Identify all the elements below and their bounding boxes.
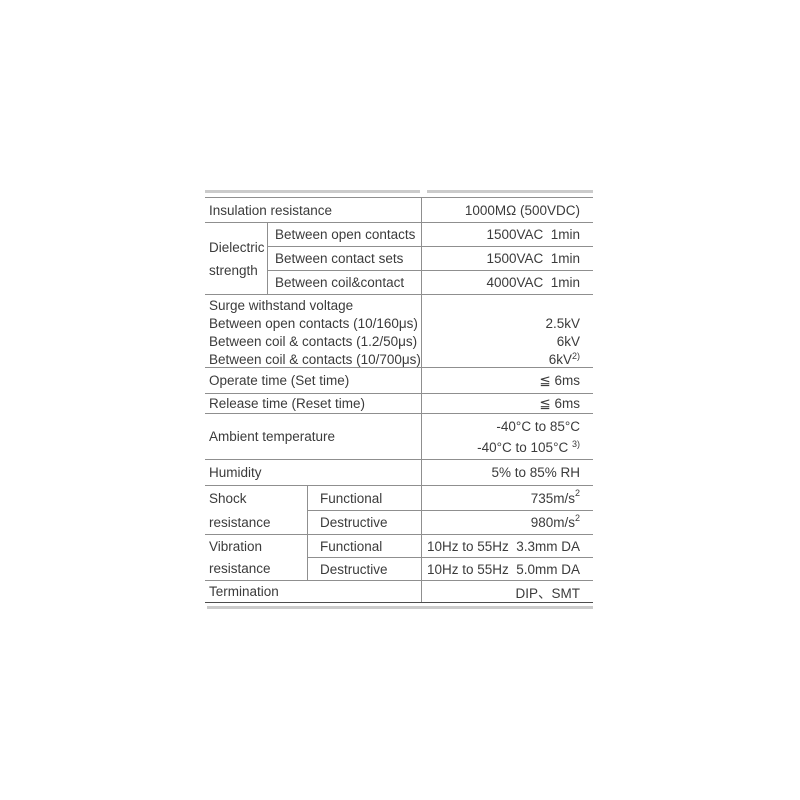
row-value: 1500VAC 1min — [421, 223, 593, 246]
surge-values: 2.5kV 6kV 6kV2) — [421, 295, 593, 367]
dielectric-label-line1: Dielectric — [209, 239, 265, 255]
dielectric-value-2: 4000VAC 1min — [486, 275, 580, 290]
surge-value-2-superscript: 2) — [571, 351, 580, 361]
table-row: Functional 10Hz to 55Hz 3.3mm DA — [308, 535, 593, 558]
insulation-value-text: 1000MΩ (500VDC) — [464, 202, 580, 218]
row-operate-time: Operate time (Set time) ≦ 6ms — [205, 368, 593, 394]
row-label: Ambient temperature — [209, 429, 336, 444]
surge-label-0: Between open contacts (10/160μs) — [209, 316, 418, 331]
operate-time-value: ≦ 6ms — [539, 372, 580, 388]
row-value: DIP、SMT — [421, 581, 593, 602]
group-vibration-resistance: Vibration resistance Functional 10Hz to … — [205, 535, 593, 581]
ambient-value-line1: -40°C to 85°C — [496, 418, 580, 434]
surge-labels: Surge withstand voltage Between open con… — [205, 295, 421, 367]
row-value: 1000MΩ (500VDC) — [421, 198, 593, 222]
row-label: Destructive — [320, 561, 388, 577]
humidity-value: 5% to 85% RH — [491, 465, 580, 480]
vibration-value-0: 10Hz to 55Hz 3.3mm DA — [426, 538, 580, 554]
surge-label-1: Between coil & contacts (1.2/50μs) — [209, 334, 418, 349]
vibration-label-line2: resistance — [209, 561, 271, 577]
row-ambient-temperature: Ambient temperature -40°C to 85°C -40°C … — [205, 414, 593, 460]
dielectric-value-1: 1500VAC 1min — [486, 251, 580, 266]
vibration-label-line1: Vibration — [209, 538, 263, 554]
top-rule-right-segment — [427, 190, 593, 193]
row-value: 4000VAC 1min — [421, 271, 593, 294]
row-label: Operate time (Set time) — [209, 373, 350, 388]
surge-label-2: Between coil & contacts (10/700μs) — [209, 352, 421, 367]
row-value: 5% to 85% RH — [421, 460, 593, 485]
row-value: 980m/s 2 — [421, 511, 593, 534]
spec-table-region: Insulation resistance 1000MΩ (500VDC) Di… — [205, 190, 593, 609]
bottom-partial-rule — [207, 606, 593, 609]
table-row: Destructive 10Hz to 55Hz 5.0mm DA — [308, 558, 593, 580]
top-rule-gap — [420, 190, 427, 193]
release-time-value: ≦ 6ms — [539, 395, 580, 411]
row-label: Humidity — [209, 465, 262, 480]
table-row: Between contact sets 1500VAC 1min — [268, 247, 593, 271]
top-partial-rule — [205, 190, 593, 193]
surge-title: Surge withstand voltage — [209, 298, 354, 313]
row-label: Termination — [209, 584, 279, 599]
shock-group-label: Shock resistance — [205, 486, 308, 534]
row-humidity: Humidity 5% to 85% RH — [205, 460, 593, 486]
dielectric-group-label: Dielectric strength — [205, 223, 268, 294]
dielectric-subrows: Between open contacts 1500VAC 1min Betwe… — [268, 223, 593, 294]
dielectric-label-line2: strength — [209, 262, 258, 278]
row-value: 10Hz to 55Hz 3.3mm DA — [421, 535, 593, 557]
spec-table: Insulation resistance 1000MΩ (500VDC) Di… — [205, 197, 593, 603]
top-rule-left-segment — [205, 190, 420, 193]
row-release-time: Release time (Reset time) ≦ 6ms — [205, 394, 593, 414]
row-label: Functional — [320, 538, 383, 554]
row-label: Between open contacts — [275, 227, 416, 242]
row-value: ≦ 6ms — [421, 394, 593, 413]
ambient-value-line2: -40°C to 105°C 3) — [477, 438, 580, 455]
row-label: Between coil&contact — [275, 275, 405, 290]
termination-value: DIP、SMT — [515, 585, 580, 601]
shock-subrows: Functional 735m/s 2 Destructive 980m/s 2 — [308, 486, 593, 534]
row-label: Functional — [320, 490, 383, 506]
row-surge-withstand-voltage: Surge withstand voltage Between open con… — [205, 295, 593, 368]
surge-value-0: 2.5kV — [545, 316, 580, 331]
surge-value-2: 6kV2) — [548, 351, 580, 368]
dielectric-value-0: 1500VAC 1min — [486, 227, 580, 242]
table-row: Destructive 980m/s 2 — [308, 511, 593, 534]
row-label: Release time (Reset time) — [209, 396, 366, 411]
shock-label-line2: resistance — [209, 514, 271, 530]
group-shock-resistance: Shock resistance Functional 735m/s 2 Dest… — [205, 486, 593, 535]
row-value: 10Hz to 55Hz 5.0mm DA — [421, 558, 593, 580]
vibration-subrows: Functional 10Hz to 55Hz 3.3mm DA Destruc… — [308, 535, 593, 580]
row-insulation-resistance: Insulation resistance 1000MΩ (500VDC) — [205, 198, 593, 223]
row-termination: Termination DIP、SMT — [205, 581, 593, 603]
table-row: Between coil&contact 4000VAC 1min — [268, 271, 593, 294]
group-dielectric-strength: Dielectric strength Between open contact… — [205, 223, 593, 295]
vibration-group-label: Vibration resistance — [205, 535, 308, 580]
table-row: Between open contacts 1500VAC 1min — [268, 223, 593, 247]
row-label: Destructive — [320, 515, 388, 530]
ambient-value-superscript: 3) — [571, 438, 580, 449]
shock-label-line1: Shock — [209, 490, 247, 506]
table-row: Functional 735m/s 2 — [308, 486, 593, 511]
row-label: Between contact sets — [275, 251, 404, 266]
vibration-value-1: 10Hz to 55Hz 5.0mm DA — [426, 561, 580, 577]
row-label: Insulation resistance — [209, 202, 333, 218]
row-value: 1500VAC 1min — [421, 247, 593, 270]
row-value: ≦ 6ms — [421, 368, 593, 393]
surge-value-1: 6kV — [556, 334, 580, 349]
ambient-values: -40°C to 85°C -40°C to 105°C 3) — [421, 414, 593, 459]
row-value: 735m/s 2 — [421, 486, 593, 510]
